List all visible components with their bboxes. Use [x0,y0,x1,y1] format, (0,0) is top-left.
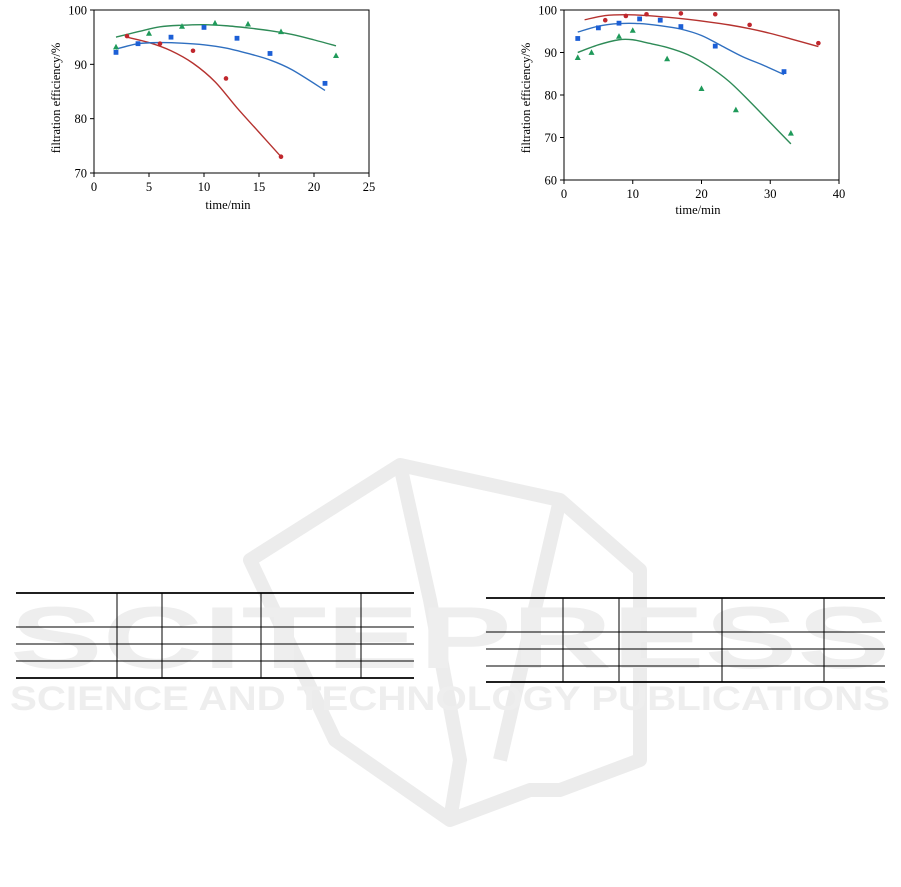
data-point-red [223,76,229,81]
data-point-green [212,19,218,26]
chart-left-xlabel: time/min [205,198,251,212]
data-point-green [616,33,622,39]
y-tick-label: 90 [545,46,558,60]
chart-left-ticks: 0 5 10 15 20 25 70 80 90 100 [68,4,375,195]
chart-left-axes [93,9,370,174]
data-point-red [157,41,163,46]
data-point-red [602,17,608,23]
data-point-blue [575,36,581,41]
table-left [16,592,414,679]
y-tick-label: 100 [68,4,87,18]
fit-curve-blue [115,41,326,92]
data-point-green [146,30,152,36]
fit-curve-red [126,36,282,158]
x-tick-label: 40 [833,187,846,201]
x-tick-label: 20 [695,187,708,201]
x-tick-label: 25 [363,180,376,194]
data-point-blue [712,43,718,49]
chart-left-points [113,19,339,159]
y-tick-label: 60 [545,174,558,188]
data-point-green [664,55,671,62]
data-point-blue [234,35,240,41]
chart-right-fits [577,13,819,145]
data-point-green [179,23,185,29]
chart-right-ylabel: filtration efficiency/% [519,43,533,154]
data-point-blue [135,41,141,47]
data-point-blue [595,25,601,31]
watermark-subtitle: SCIENCE AND TECHNOLOGY PUBLICATIONS [10,680,890,718]
x-tick-label: 10 [627,187,640,201]
watermark-logo [243,458,647,827]
data-point-red [644,11,649,17]
table-right [486,597,885,683]
x-tick-label: 30 [764,187,777,201]
data-point-blue [616,20,622,26]
chart-left-fits [115,23,337,158]
x-tick-label: 5 [146,180,152,194]
data-point-green [588,49,595,55]
chart-right: 0 10 20 30 40 60 70 80 90 100 time/min filtration… [519,4,845,218]
fit-curve-blue [577,22,785,76]
plot-frame [93,9,370,174]
chart-right-xlabel: time/min [675,203,721,217]
watermark-title: SCITEPRESS [10,588,890,687]
x-tick-label: 20 [308,180,321,194]
fit-curve-green [577,38,792,145]
data-point-green [113,43,119,50]
x-tick-label: 0 [91,180,97,194]
data-point-green [732,106,739,113]
fit-curve-green [115,23,337,47]
data-point-blue [201,24,207,30]
y-tick-label: 100 [538,4,557,18]
data-point-red [747,22,752,28]
data-point-red [190,48,196,54]
y-tick-label: 70 [75,167,88,181]
chart-left: 0 5 10 15 20 25 70 80 90 100 time/min filtration … [49,4,375,213]
data-point-blue [637,16,643,22]
data-point-blue [322,80,328,86]
data-point-red [124,33,130,39]
chart-right-ticks: 0 10 20 30 40 60 70 80 90 100 [538,4,845,202]
data-point-blue [781,69,787,75]
data-point-green [787,130,794,136]
data-point-green [574,54,581,60]
y-tick-label: 80 [75,112,88,126]
data-point-red [623,13,629,19]
data-point-red [816,40,821,46]
x-tick-label: 0 [561,187,567,201]
data-point-green [698,85,705,92]
data-point-blue [678,24,684,29]
data-point-red [678,11,684,16]
data-point-red [278,154,284,159]
x-tick-label: 10 [198,180,211,194]
data-point-green [333,52,339,59]
x-tick-label: 15 [253,180,266,194]
data-point-green [278,28,284,35]
chart-right-points [574,11,821,136]
data-point-blue [657,17,663,23]
y-tick-label: 70 [545,131,558,145]
fit-curve-red [584,13,819,48]
data-point-blue [267,51,273,56]
data-point-green [245,20,251,27]
data-point-blue [113,49,119,55]
data-point-red [712,11,718,17]
y-tick-label: 90 [75,58,88,72]
data-point-blue [168,34,174,40]
data-point-green [629,27,636,33]
chart-left-ylabel: filtration efficiency/% [49,43,63,154]
y-tick-label: 80 [545,89,558,103]
